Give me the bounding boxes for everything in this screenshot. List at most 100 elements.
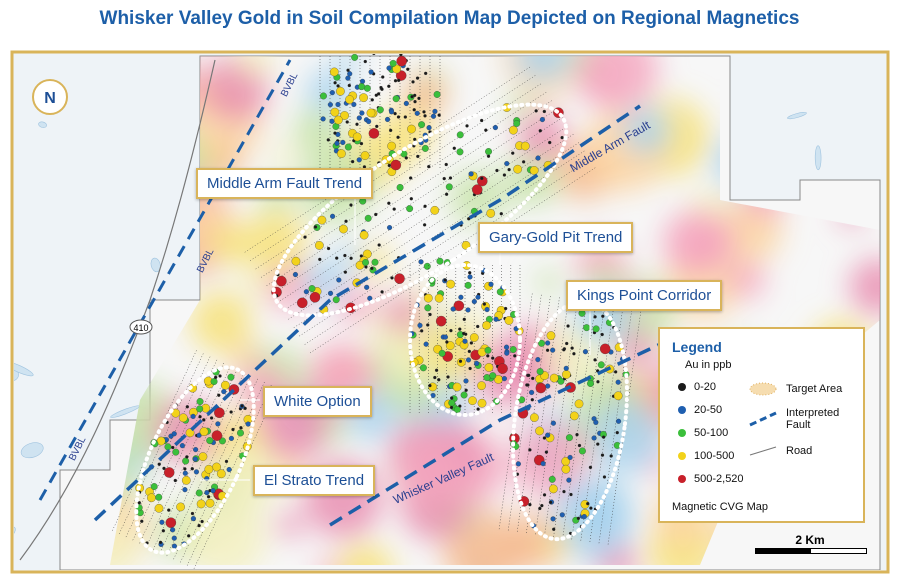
soil-sample	[445, 341, 455, 350]
soil-sample	[548, 475, 556, 483]
soil-sample	[387, 201, 391, 205]
soil-sample	[237, 429, 244, 437]
soil-sample	[530, 413, 539, 422]
lake	[814, 145, 822, 171]
soil-sample	[599, 343, 611, 355]
soil-sample	[359, 93, 368, 102]
soil-sample	[428, 383, 432, 388]
soil-sample	[413, 100, 417, 104]
soil-sample	[449, 328, 453, 333]
soil-sample	[327, 102, 333, 108]
soil-sample	[550, 516, 556, 522]
soil-sample	[565, 434, 573, 442]
soil-sample	[181, 476, 191, 485]
sample-line	[193, 388, 279, 570]
legend-label: 100-500	[694, 450, 735, 462]
magnetic-zone	[316, 558, 343, 565]
soil-sample	[448, 399, 456, 407]
legend: Legend Au in ppb 0-20 20-50 50-100 100-500 5…	[658, 327, 865, 523]
soil-sample	[453, 406, 461, 414]
soil-sample	[561, 464, 571, 474]
soil-sample	[509, 125, 518, 135]
soil-sample	[350, 159, 355, 164]
soil-sample	[413, 93, 417, 98]
lake	[787, 111, 807, 120]
legend-label: Target Area	[786, 383, 843, 395]
soil-sample	[406, 205, 414, 213]
soil-sample	[213, 375, 218, 380]
trend-label: Kings Point Corridor	[566, 280, 723, 311]
soil-sample	[513, 120, 521, 127]
legend-subtitle: Au in ppb	[685, 359, 732, 371]
soil-sample	[520, 141, 530, 151]
soil-sample	[317, 215, 327, 225]
soil-sample	[349, 256, 353, 260]
soil-sample	[462, 317, 466, 322]
lake	[20, 442, 44, 459]
soil-sample	[482, 302, 487, 306]
soil-sample	[482, 321, 491, 330]
soil-sample	[507, 167, 511, 172]
soil-sample	[549, 484, 558, 494]
legend-label: 500-2,520	[694, 473, 744, 485]
fault-swatch	[749, 411, 777, 427]
soil-sample	[140, 519, 144, 523]
soil-sample	[456, 131, 464, 139]
soil-sample	[577, 443, 582, 448]
soil-sample	[364, 214, 372, 222]
soil-sample	[445, 183, 453, 191]
soil-sample	[484, 346, 492, 354]
soil-sample	[396, 55, 407, 67]
legend-label: Road	[786, 445, 813, 457]
soil-sample	[613, 370, 618, 374]
soil-sample	[416, 154, 420, 159]
soil-sample	[344, 219, 348, 223]
magnetic-zone	[275, 511, 303, 539]
soil-sample	[602, 475, 607, 479]
soil-sample	[162, 466, 166, 471]
legend-item: 500-2,520	[678, 473, 744, 485]
soil-sample	[170, 527, 176, 533]
soil-sample	[185, 428, 195, 438]
soil-sample	[504, 350, 510, 356]
soil-sample	[374, 93, 378, 97]
soil-sample	[224, 459, 229, 464]
soil-sample	[200, 519, 204, 524]
soil-sample	[593, 419, 599, 425]
soil-sample	[496, 288, 504, 296]
soil-sample	[430, 205, 440, 215]
magnetic-zone	[506, 512, 565, 565]
soil-sample	[528, 448, 532, 452]
soil-sample	[528, 503, 532, 507]
legend-item: 50-100	[678, 427, 728, 439]
soil-sample	[368, 128, 380, 139]
soil-sample	[597, 361, 605, 369]
soil-sample	[596, 380, 600, 384]
soil-sample	[197, 523, 201, 528]
soil-sample	[182, 470, 188, 476]
soil-sample	[545, 340, 551, 346]
soil-sample	[326, 246, 331, 251]
soil-sample	[185, 455, 189, 459]
magnetic-zone	[404, 74, 447, 117]
soil-sample	[392, 64, 402, 74]
soil-sample	[515, 461, 521, 467]
boundary-line	[38, 59, 292, 501]
soil-sample	[424, 71, 428, 76]
soil-sample	[477, 175, 488, 187]
soil-sample	[366, 108, 376, 118]
soil-sample	[349, 203, 353, 207]
soil-sample	[529, 166, 539, 175]
soil-sample	[444, 192, 449, 196]
soil-sample	[615, 430, 619, 435]
magnetic-zone	[336, 56, 361, 69]
soil-sample	[449, 405, 454, 410]
soil-sample	[423, 114, 427, 118]
soil-sample	[613, 391, 623, 401]
soil-sample	[545, 432, 551, 438]
soil-sample	[334, 140, 340, 146]
road-swatch	[749, 446, 777, 456]
legend-swatch	[678, 452, 686, 460]
magnetic-zone	[235, 56, 274, 77]
